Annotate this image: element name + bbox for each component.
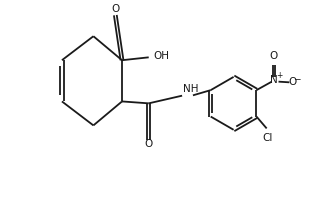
Text: O: O <box>145 139 153 149</box>
Text: O: O <box>111 5 119 14</box>
Text: +: + <box>276 71 283 80</box>
Text: O: O <box>289 77 297 87</box>
Text: O: O <box>270 51 278 61</box>
Text: OH: OH <box>153 51 169 61</box>
Text: N: N <box>270 75 278 85</box>
Text: NH: NH <box>183 84 198 94</box>
Text: Cl: Cl <box>262 132 272 143</box>
Text: −: − <box>293 74 301 83</box>
